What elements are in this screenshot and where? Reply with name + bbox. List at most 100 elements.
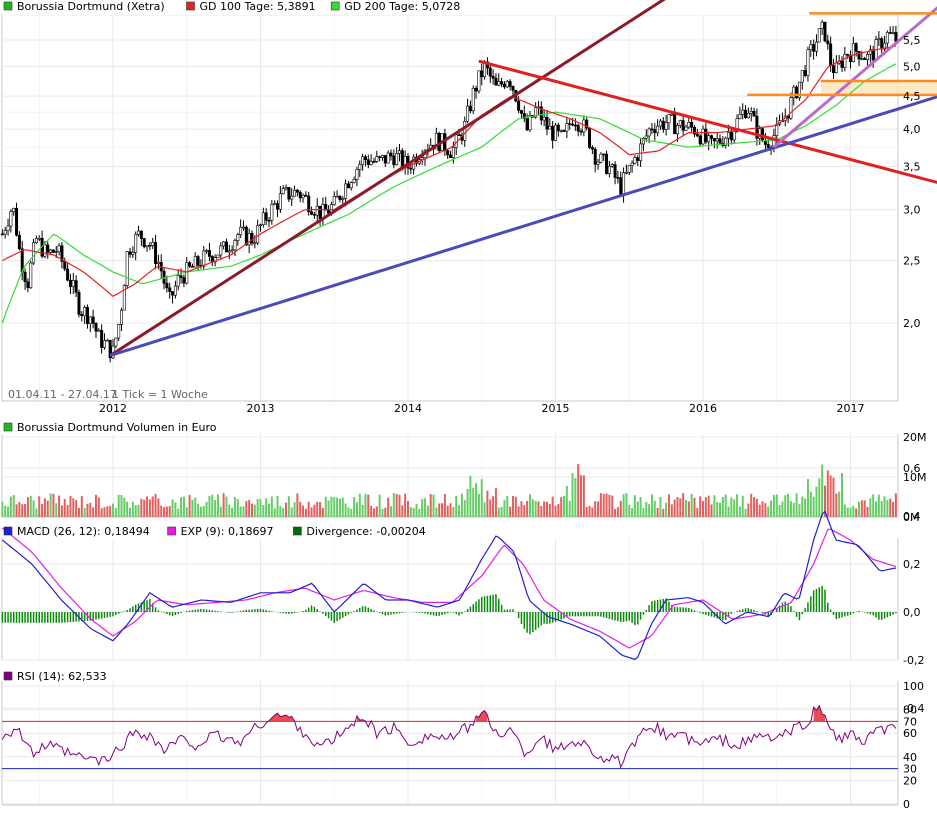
candle-body <box>556 124 560 132</box>
volume-bar <box>514 496 517 517</box>
volume-bar <box>656 507 659 517</box>
candle-body <box>488 67 492 77</box>
volume-bar <box>477 493 480 517</box>
candle-body <box>264 212 268 221</box>
volume-bar <box>696 508 699 517</box>
candle-body <box>712 138 716 142</box>
volume-bar <box>407 501 409 517</box>
volume-bar <box>86 503 89 517</box>
volume-bar <box>449 503 452 517</box>
volume-bar <box>148 499 151 517</box>
candle-body <box>627 165 631 173</box>
candle-body <box>171 291 175 296</box>
volume-bar <box>642 508 645 517</box>
volume-bar <box>222 493 225 517</box>
candle-body <box>661 120 665 130</box>
volume-bar <box>404 493 407 517</box>
candle-body <box>851 43 855 63</box>
volume-bar <box>188 494 191 517</box>
candle-body <box>301 194 305 199</box>
candle-body <box>559 130 563 132</box>
volume-bar <box>381 508 384 517</box>
volume-bar <box>446 505 449 517</box>
volume-bar <box>863 500 866 517</box>
candle-body <box>758 128 762 139</box>
candle-body <box>355 169 359 180</box>
candle-body <box>94 323 98 332</box>
volume-bar <box>29 495 32 517</box>
volume-bar <box>282 507 285 517</box>
candle-body <box>134 234 138 253</box>
volume-bar <box>443 493 446 517</box>
candle-body <box>205 250 209 252</box>
candle-body <box>179 275 183 278</box>
candle-body <box>610 164 614 167</box>
candle-body <box>151 241 155 246</box>
volume-bar <box>89 502 92 517</box>
price-tick-label: 5,0 <box>903 61 921 74</box>
rsi-tick-label: 60 <box>903 727 917 740</box>
legend-swatch <box>3 422 13 432</box>
volume-bar <box>872 494 875 517</box>
volume-bar <box>585 507 588 517</box>
volume-bar <box>736 494 739 517</box>
candle-body <box>400 150 404 168</box>
candle-body <box>105 339 109 342</box>
volume-bar <box>290 507 293 517</box>
volume-bar <box>208 496 211 517</box>
volume-bar <box>389 506 392 517</box>
candle-body <box>588 127 592 148</box>
candle-body <box>650 128 654 131</box>
volume-bar <box>35 508 38 517</box>
candle-body <box>154 241 158 264</box>
candle-body <box>276 203 280 210</box>
volume-bar <box>327 500 330 517</box>
candle-body <box>108 339 112 359</box>
candle-body <box>695 133 699 137</box>
candle-body <box>173 285 177 296</box>
candle-body <box>122 285 126 311</box>
candle-body <box>866 54 870 60</box>
candle-body <box>63 261 67 270</box>
volume-bar <box>21 504 24 517</box>
volume-bar <box>310 507 313 517</box>
volume-bar <box>460 493 463 517</box>
volume-bar <box>77 507 80 517</box>
volume-bar <box>792 502 795 517</box>
legend-label: GD 100 Tage: 5,3891 <box>200 0 316 13</box>
candle-body <box>449 154 453 158</box>
candle-body <box>624 171 628 174</box>
volume-bar <box>741 495 744 517</box>
volume-bar <box>228 504 231 517</box>
volume-bar <box>784 495 787 517</box>
volume-bar <box>392 493 395 517</box>
candle-body <box>295 189 299 193</box>
volume-bar <box>259 499 262 517</box>
trendline <box>109 0 666 357</box>
volume-bar <box>52 493 55 517</box>
candle-body <box>517 100 521 111</box>
volume-title: Borussia Dortmund Volumen in Euro <box>17 421 217 434</box>
volume-bar <box>889 498 892 517</box>
candle-body <box>826 40 830 45</box>
volume-bar <box>353 496 356 517</box>
overbought-area <box>476 710 488 722</box>
volume-bar <box>350 508 353 517</box>
volume-bar <box>622 494 625 517</box>
volume-bar <box>608 494 611 517</box>
volume-bar <box>94 494 97 517</box>
volume-bar <box>483 502 486 517</box>
candle-body <box>673 114 677 135</box>
volume-bar <box>313 504 316 517</box>
volume-bar <box>262 504 265 517</box>
rsi-tick-label: 0 <box>903 798 910 811</box>
volume-bar <box>12 495 15 517</box>
volume-bar <box>747 503 750 517</box>
macd-tick-label: -0,2 <box>903 654 924 667</box>
candle-body <box>500 81 504 85</box>
candle-body <box>468 105 472 112</box>
candle-body <box>477 70 481 92</box>
volume-bar <box>412 507 415 517</box>
candle-body <box>590 147 594 150</box>
volume-bar <box>58 495 61 517</box>
